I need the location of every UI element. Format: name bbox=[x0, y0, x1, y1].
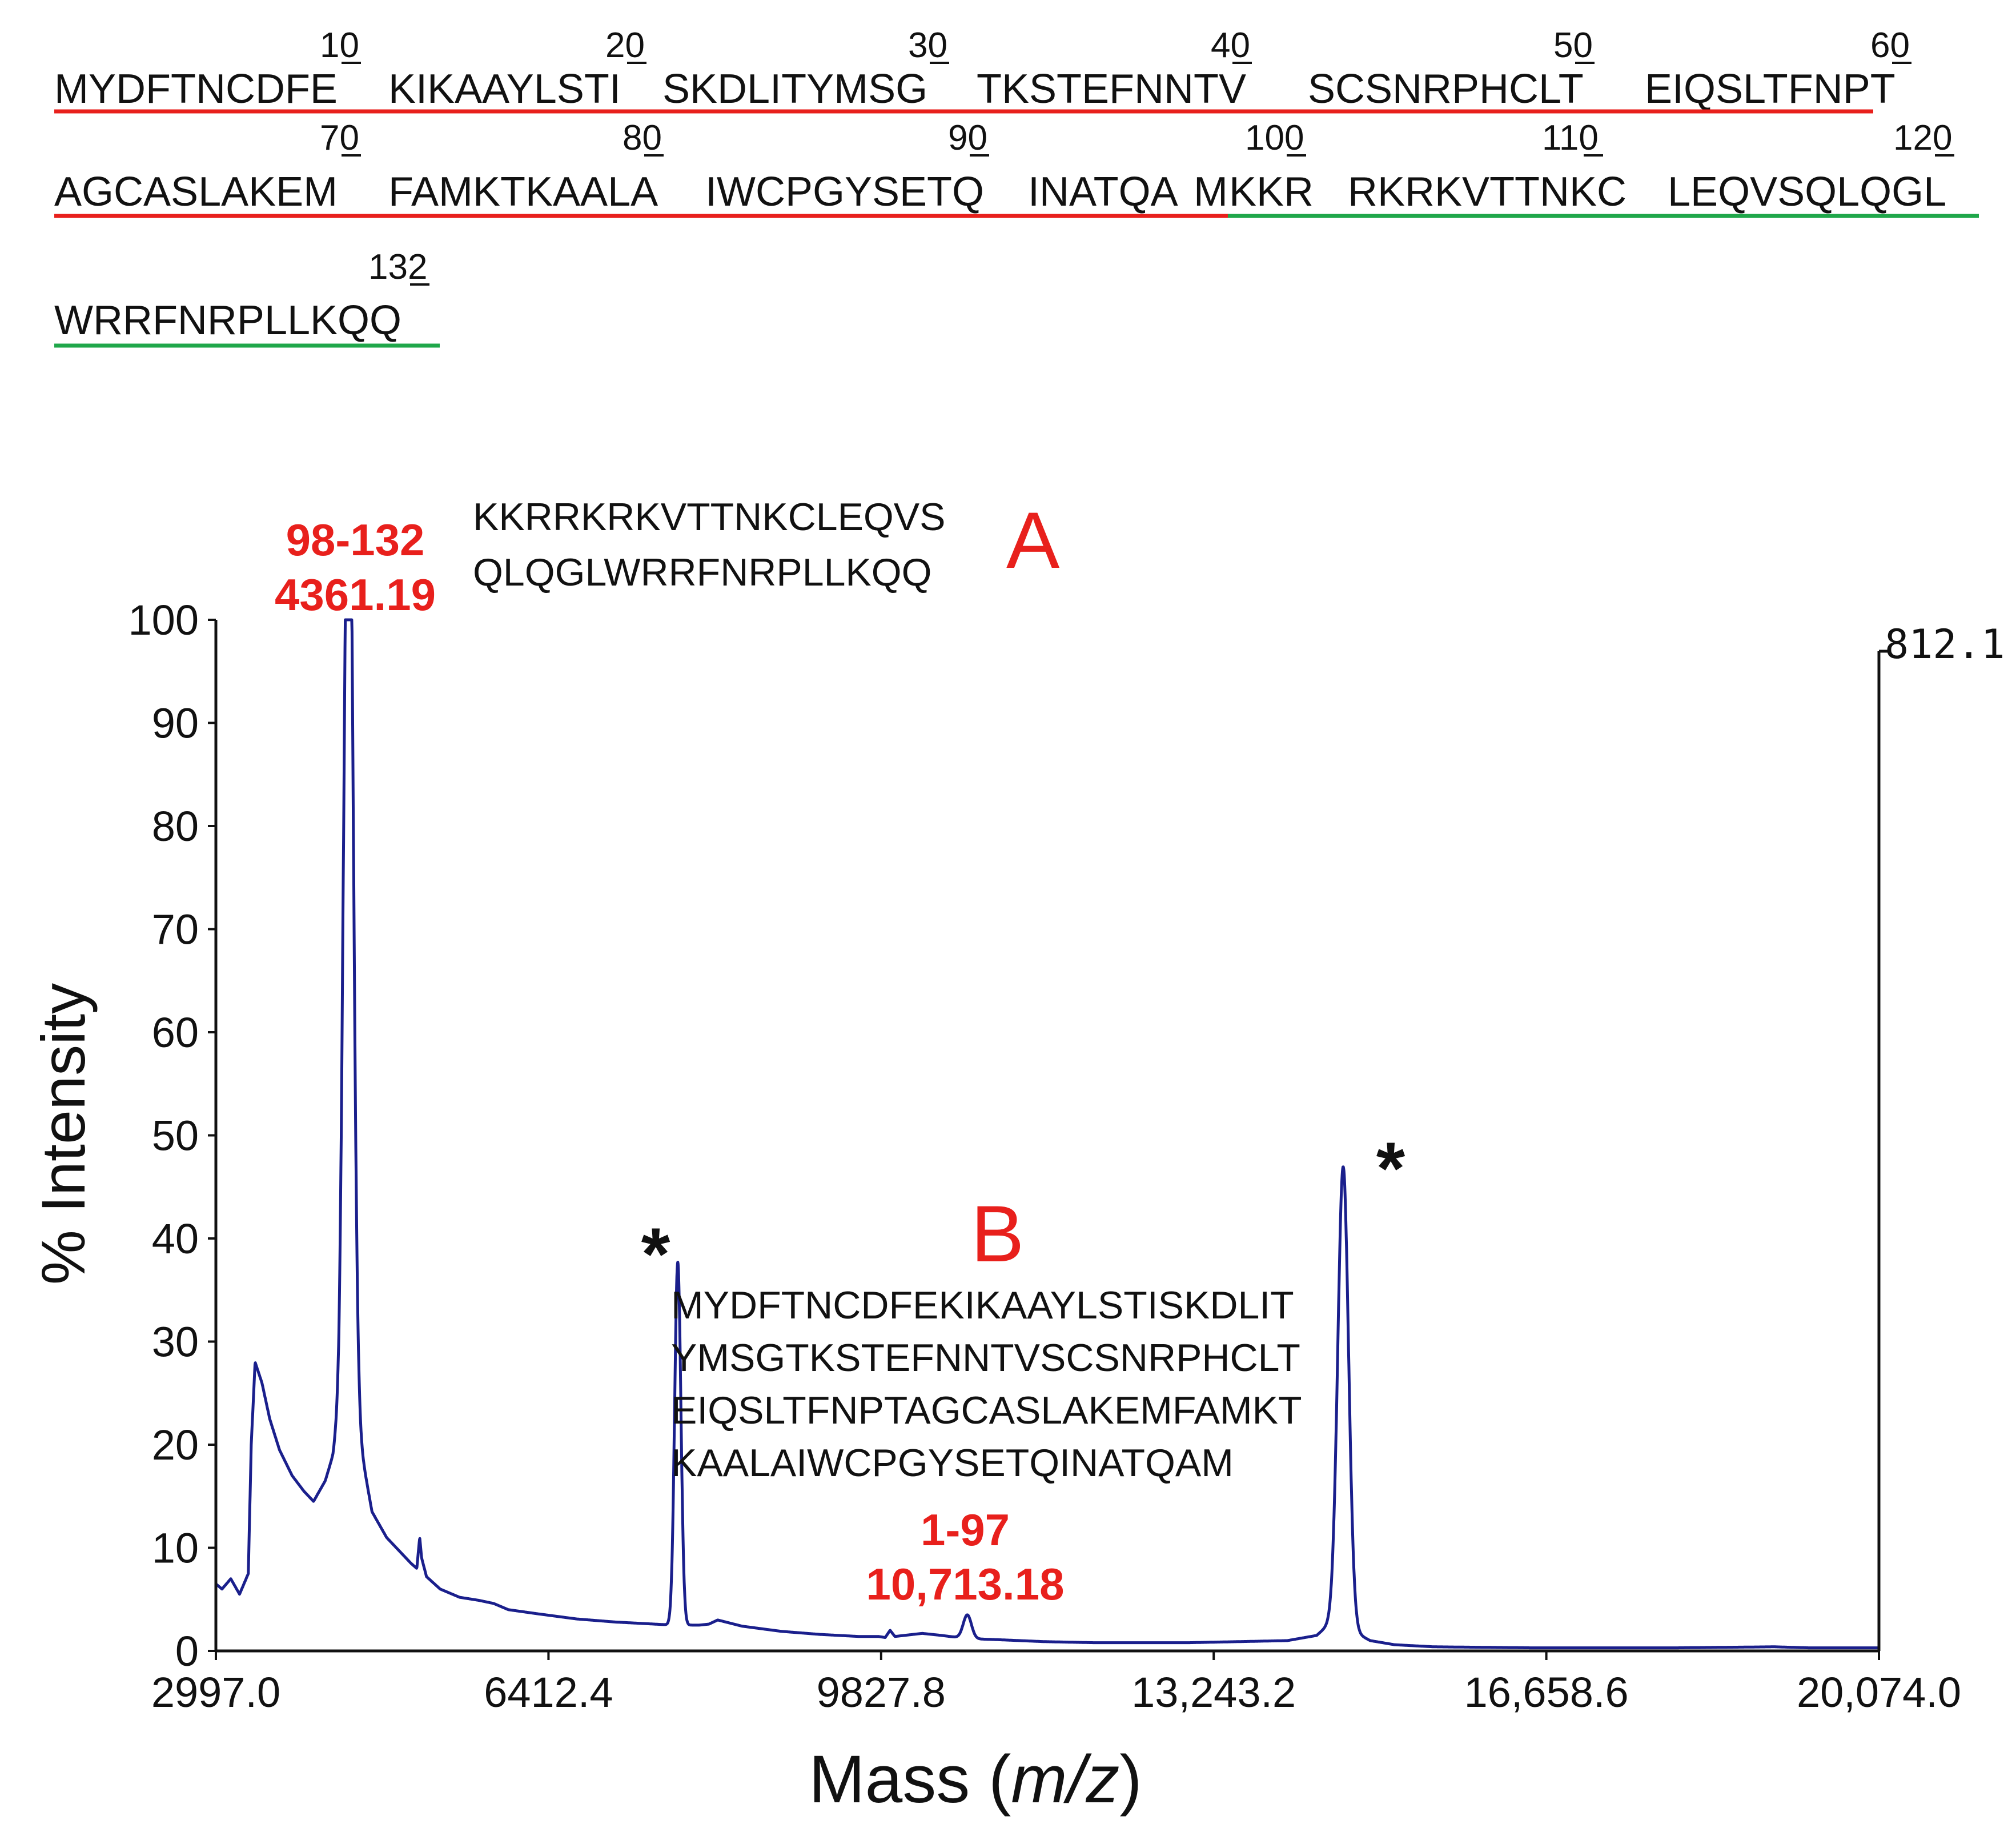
peak-b-range-label: 1-97 bbox=[921, 1505, 1010, 1555]
y-tick-label: 0 bbox=[175, 1627, 199, 1675]
sequence-residue-97-highlight: M bbox=[1194, 169, 1228, 215]
x-axis-ticks: 2997.0 6412.4 9827.8 13,243.2 16,658.6 20,074… bbox=[151, 1651, 1961, 1716]
y-tick-label: 70 bbox=[152, 906, 199, 953]
residue-number-90: 90 bbox=[948, 118, 987, 158]
y-tick-label: 20 bbox=[152, 1421, 199, 1469]
sequence-panel: 10 20 30 40 50 60 MYDFTNCDFE KIKAAYLSTI … bbox=[54, 26, 1979, 348]
y-tick-label: 90 bbox=[152, 700, 199, 747]
residue-number-100: 100 bbox=[1245, 118, 1304, 158]
x-axis-title: Mass (m/z) bbox=[809, 1742, 1142, 1817]
residue-number-110: 110 bbox=[1542, 118, 1599, 158]
sequence-block-81-90: IWCPGYSETQ bbox=[705, 169, 984, 215]
peak-b-sequence-line-2: YMSGTKSTEFNNTVSCSNRPHCLT bbox=[671, 1336, 1300, 1380]
peak-a-sequence-line-1: KKRRKRKVTTNKCLEQVS bbox=[473, 495, 946, 539]
y-tick-label: 60 bbox=[152, 1009, 199, 1056]
residue-number-50: 50 bbox=[1553, 26, 1593, 65]
residue-number-60: 60 bbox=[1870, 26, 1910, 65]
residue-number-120: 120 bbox=[1893, 118, 1952, 158]
sequence-block-101-110: RKRKVTTNKC bbox=[1348, 169, 1627, 215]
residue-number-10: 10 bbox=[320, 26, 359, 65]
sequence-block-98-100: KKR bbox=[1229, 169, 1314, 215]
sequence-block-111-120: LEQVSQLQGL bbox=[1668, 169, 1946, 215]
x-axis-title-prefix: Mass ( bbox=[809, 1742, 1011, 1817]
peak-b-letter: B bbox=[971, 1189, 1024, 1278]
sequence-block-41-50: SCSNRPHCLT bbox=[1308, 66, 1584, 112]
peak-a-mass-label: 4361.19 bbox=[275, 570, 436, 620]
sequence-block-61-70: AGCASLAKEM bbox=[54, 169, 338, 215]
sequence-block-91-96: INATQA bbox=[1028, 169, 1178, 215]
sequence-block-21-30: SKDLITYMSG bbox=[662, 66, 927, 112]
peak-star-marker: * bbox=[641, 1212, 670, 1296]
x-axis-title-italic: m/z bbox=[1011, 1742, 1119, 1817]
y-tick-label: 100 bbox=[128, 596, 199, 644]
residue-number-20: 20 bbox=[605, 26, 645, 65]
peak-b-sequence-line-4: KAALAIWCPGYSETQINATQAM bbox=[671, 1441, 1234, 1485]
x-tick-label: 6412.4 bbox=[484, 1669, 613, 1716]
sequence-block-121-132: WRRFNRPLLKQQ bbox=[54, 298, 401, 343]
y-tick-label: 80 bbox=[152, 803, 199, 850]
peak-a-sequence-line-2: QLQGLWRRFNRPLLKQQ bbox=[473, 551, 932, 594]
sequence-block-11-20: KIKAAYLSTI bbox=[388, 66, 621, 112]
peak-a-letter: A bbox=[1006, 495, 1060, 585]
peak-b-sequence-line-1: MYDFTNCDFEKIKAAYLSTISKDLIT bbox=[671, 1284, 1294, 1327]
x-axis-title-suffix: ) bbox=[1119, 1742, 1142, 1817]
residue-number-70: 70 bbox=[320, 118, 359, 158]
mass-spectrum-chart: 0 10 20 30 40 50 60 70 80 90 100 2997.0 6412.4 9827.… bbox=[29, 495, 2005, 1817]
x-tick-label: 20,074.0 bbox=[1797, 1669, 1961, 1716]
peak-b-mass-label: 10,713.18 bbox=[866, 1559, 1064, 1609]
sequence-block-71-80: FAMKTKAALA bbox=[388, 169, 658, 215]
residue-number-40: 40 bbox=[1211, 26, 1250, 65]
residue-number-30: 30 bbox=[908, 26, 947, 65]
y-axis-title: % Intensity bbox=[29, 983, 98, 1285]
sequence-block-31-40: TKSTEFNNTV bbox=[977, 66, 1246, 112]
x-tick-label: 16,658.6 bbox=[1464, 1669, 1629, 1716]
residue-number-80: 80 bbox=[623, 118, 662, 158]
peak-star-marker: * bbox=[1376, 1127, 1405, 1210]
sequence-block-51-60: EIQSLTFNPT bbox=[1645, 66, 1895, 112]
sequence-block-1-10: MYDFTNCDFE bbox=[54, 66, 338, 112]
max-intensity-label: 812.1 bbox=[1885, 621, 2005, 668]
y-tick-label: 10 bbox=[152, 1525, 199, 1572]
y-tick-label: 50 bbox=[152, 1112, 199, 1160]
x-tick-label: 2997.0 bbox=[151, 1669, 280, 1716]
y-tick-label: 40 bbox=[152, 1215, 199, 1262]
peak-a-range-label: 98-132 bbox=[286, 515, 425, 565]
y-tick-label: 30 bbox=[152, 1318, 199, 1366]
x-tick-label: 9827.8 bbox=[817, 1669, 946, 1716]
x-tick-label: 13,243.2 bbox=[1131, 1669, 1296, 1716]
residue-number-132: 132 bbox=[368, 247, 427, 287]
peak-b-sequence-line-3: EIQSLTFNPTAGCASLAKEMFAMKT bbox=[671, 1389, 1302, 1432]
spectrum-line bbox=[215, 618, 1880, 1650]
y-axis-ticks: 0 10 20 30 40 50 60 70 80 90 100 bbox=[128, 596, 216, 1675]
